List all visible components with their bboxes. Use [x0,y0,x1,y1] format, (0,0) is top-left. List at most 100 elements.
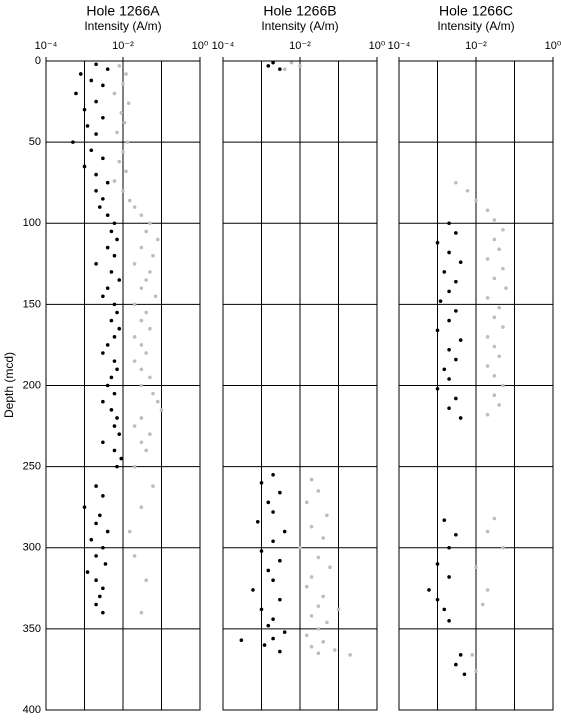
x-tick-label: 10⁻⁴ [212,40,235,52]
x-tick-label: 10⁰ [369,40,386,52]
data-point [117,278,122,282]
data-point [282,529,287,534]
data-point [492,276,497,281]
plot-frame [398,60,554,711]
data-point [316,555,321,560]
data-point [94,521,98,526]
data-point [304,633,309,638]
data-point [85,570,90,574]
data-point [105,383,110,388]
data-point [115,367,119,372]
data-point [112,91,117,96]
data-point [144,229,148,234]
data-point [321,640,325,644]
data-point [105,67,110,71]
data-point [132,205,137,209]
data-point [271,60,275,65]
data-point [132,464,137,469]
data-point [139,610,144,615]
data-point [82,107,87,112]
data-point [282,630,287,634]
data-point [151,484,155,488]
data-point [485,257,490,261]
data-point [139,318,144,323]
panel-title: Hole 1266A [86,3,160,19]
data-point [148,326,152,331]
data-point [255,519,260,524]
data-point [336,607,341,612]
data-point [119,111,124,115]
data-point [109,318,114,323]
data-point [435,386,440,391]
data-point [458,338,463,342]
data-point [139,440,144,445]
data-point [101,494,105,498]
data-point [251,588,255,592]
data-point [492,344,497,349]
y-tick-label: 350 [23,623,41,635]
data-point [94,262,98,266]
data-point [112,253,117,258]
data-point [101,440,105,445]
data-point [239,638,244,643]
y-tick-label: 400 [23,704,41,716]
data-point [139,343,144,347]
data-point [112,335,117,339]
data-point [121,189,125,193]
data-point [124,72,128,76]
data-point [94,484,98,488]
data-point [101,115,105,120]
data-point [271,472,275,477]
data-point [442,270,447,274]
plot-frame [222,60,378,711]
data-point [442,607,447,612]
data-point [458,416,463,420]
y-tick-label: 50 [29,136,41,148]
data-point [94,602,98,607]
x-tick-label: 10⁻² [289,40,311,52]
data-point [94,62,98,67]
y-tick-label: 0 [35,55,41,67]
data-point [266,623,271,628]
panel-title: Hole 1266B [263,3,336,19]
data-point [98,513,102,518]
data-point [298,64,302,68]
data-point [139,505,144,509]
data-point [289,60,294,65]
data-point [121,150,125,154]
data-point [101,156,105,161]
data-point [105,213,110,217]
data-point [501,325,505,329]
data-point [144,278,148,282]
data-point [94,189,98,193]
data-point [144,448,148,453]
data-point [458,653,463,657]
data-point [492,393,497,398]
data-point [435,240,440,245]
data-point [480,602,485,607]
data-point [309,575,314,579]
data-point [103,562,108,566]
data-point [126,101,131,105]
data-point [94,99,98,104]
data-point [101,545,105,550]
data-point [105,245,110,250]
data-point [485,208,490,213]
data-point [271,539,275,544]
data-point [497,305,501,310]
data-point [139,383,144,388]
data-point [435,328,440,333]
data-point [112,391,117,396]
data-point [94,554,98,558]
data-point [474,198,478,203]
data-point [115,416,119,420]
data-point [454,231,458,235]
data-point [454,532,458,537]
data-point [332,648,337,652]
data-point [101,610,105,615]
data-point [454,662,458,667]
data-point [278,67,282,71]
data-point [98,205,102,209]
data-point [94,172,98,177]
data-point [447,250,451,255]
